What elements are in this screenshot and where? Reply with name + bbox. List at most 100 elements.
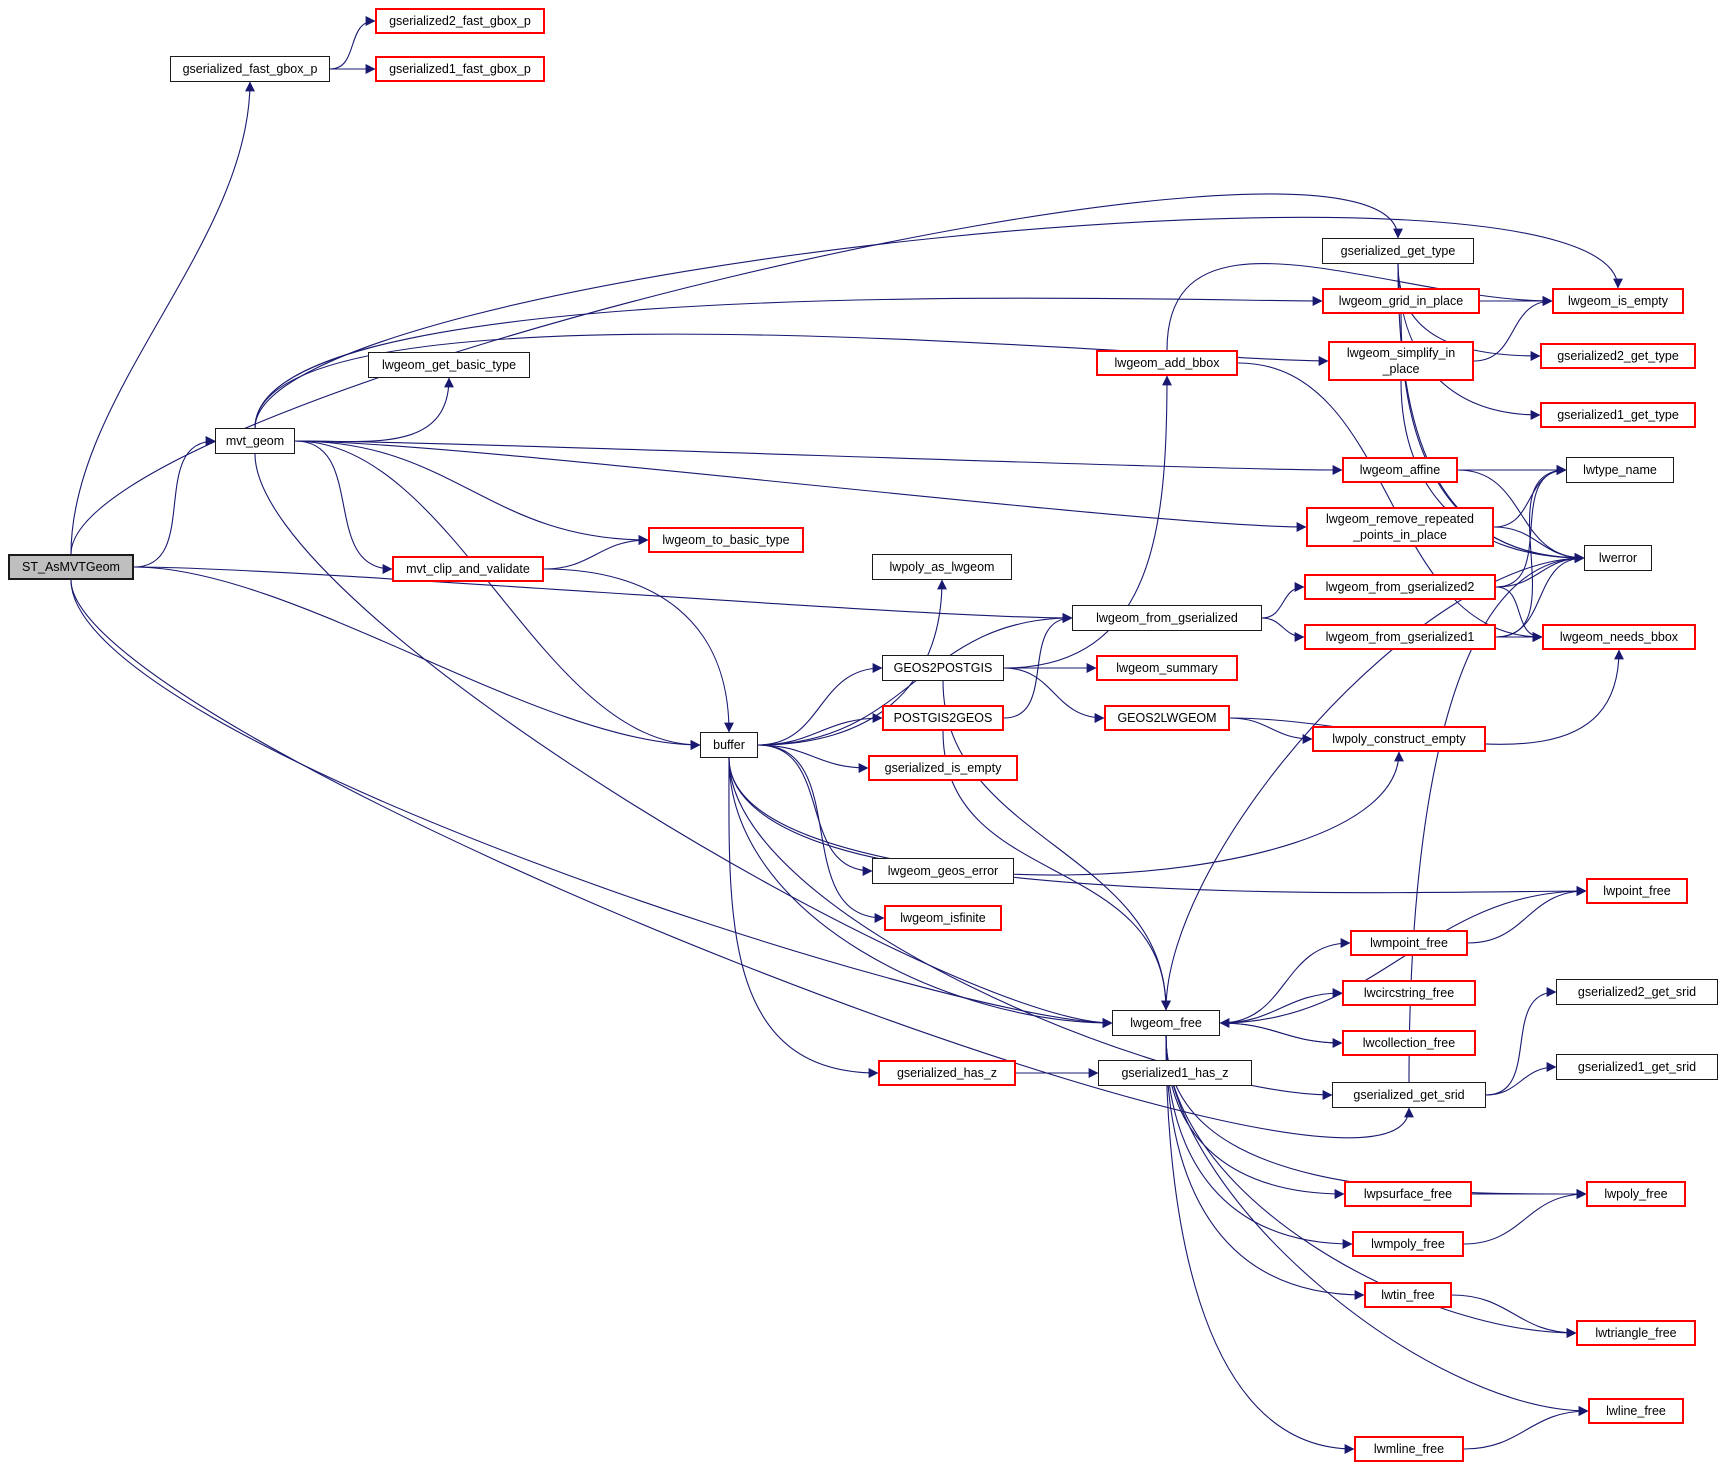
call-edge-buf-p2g xyxy=(757,713,883,746)
call-edge-st-lfree xyxy=(70,579,1113,1028)
graph-node-buffer[interactable]: buffer xyxy=(700,732,758,758)
call-edge-ltinf-ltrif xyxy=(1451,1294,1577,1338)
call-edge-mcv-buf xyxy=(543,568,734,733)
graph-node-lwpoly_construct_empty[interactable]: lwpoly_construct_empty xyxy=(1312,726,1486,752)
call-edge-lfg-lfg1 xyxy=(1261,617,1305,642)
graph-node-lwgeom_from_gserialized[interactable]: lwgeom_from_gserialized xyxy=(1072,605,1262,631)
graph-node-lwline_free[interactable]: lwline_free xyxy=(1588,1398,1684,1424)
graph-node-gserialized_is_empty[interactable]: gserialized_is_empty xyxy=(868,755,1018,781)
call-edge-lfree-lerr xyxy=(1165,553,1585,1011)
call-edge-st-lfg xyxy=(133,566,1073,623)
graph-node-gserialized1_get_type[interactable]: gserialized1_get_type xyxy=(1540,402,1696,428)
call-edge-buf-lal xyxy=(757,579,947,746)
call-edge-mvt-lrrp xyxy=(294,440,1307,532)
graph-node-lwgeom_grid_in_place[interactable]: lwgeom_grid_in_place xyxy=(1322,288,1480,314)
graph-node-lwtin_free[interactable]: lwtin_free xyxy=(1364,1282,1452,1308)
call-edge-buf-lptf xyxy=(728,757,1587,896)
graph-node-gserialized2_get_type[interactable]: gserialized2_get_type xyxy=(1540,343,1696,369)
graph-node-gserialized_get_type[interactable]: gserialized_get_type xyxy=(1322,238,1474,264)
graph-node-lwtriangle_free[interactable]: lwtriangle_free xyxy=(1576,1320,1696,1346)
call-edge-buf-lfg xyxy=(757,613,1073,746)
call-edge-lfree-lptf xyxy=(1219,886,1587,1024)
call-edge-p2g-lfg xyxy=(1003,613,1073,719)
call-edge-lrrp-ltn xyxy=(1493,465,1567,528)
call-edge-gfgp-g2fgp xyxy=(329,16,376,70)
graph-node-lwgeom_add_bbox[interactable]: lwgeom_add_bbox xyxy=(1096,350,1238,376)
call-edge-buf-lfree xyxy=(728,757,1113,1028)
call-edge-mvt-ltbt xyxy=(294,440,649,545)
call-edge-lab-lnb xyxy=(1237,362,1543,642)
call-edge-st-ggs xyxy=(70,579,1414,1139)
graph-node-lwgeom_summary[interactable]: lwgeom_summary xyxy=(1096,655,1238,681)
call-edge-g2p-lab xyxy=(1003,375,1172,669)
call-edge-mvt-lie xyxy=(254,216,1623,429)
graph-node-gserialized_fast_gbox_p[interactable]: gserialized_fast_gbox_p xyxy=(170,56,330,82)
graph-node-mvt_clip_and_validate[interactable]: mvt_clip_and_validate xyxy=(392,556,544,582)
graph-node-lwgeom_needs_bbox[interactable]: lwgeom_needs_bbox xyxy=(1542,624,1696,650)
call-edge-ggt-g1gt xyxy=(1397,263,1541,420)
call-edge-buf-gie xyxy=(757,744,869,773)
graph-node-lwpoly_free[interactable]: lwpoly_free xyxy=(1586,1181,1686,1207)
graph-node-lwgeom_free[interactable]: lwgeom_free xyxy=(1112,1010,1220,1036)
graph-node-lwgeom_from_gserialized2[interactable]: lwgeom_from_gserialized2 xyxy=(1304,574,1496,600)
graph-node-lwpoly_as_lwgeom[interactable]: lwpoly_as_lwgeom xyxy=(872,554,1012,580)
graph-node-lwgeom_isfinite[interactable]: lwgeom_isfinite xyxy=(884,905,1002,931)
call-edge-st-ggt xyxy=(70,193,1403,555)
graph-node-geos2postgis[interactable]: GEOS2POSTGIS xyxy=(882,655,1004,681)
graph-node-gserialized2_fast_gbox_p[interactable]: gserialized2_fast_gbox_p xyxy=(375,8,545,34)
graph-node-lwerror[interactable]: lwerror xyxy=(1584,545,1652,571)
call-edge-lmplf-lplf xyxy=(1463,1189,1587,1245)
call-edge-buf-g2p xyxy=(757,663,883,746)
graph-node-postgis2geos[interactable]: POSTGIS2GEOS xyxy=(882,705,1004,731)
call-edge-g2p-g2l xyxy=(1003,667,1105,723)
call-edge-lab-lie xyxy=(1166,262,1553,351)
graph-node-lwcollection_free[interactable]: lwcollection_free xyxy=(1342,1030,1476,1056)
graph-node-lwmpoly_free[interactable]: lwmpoly_free xyxy=(1352,1231,1464,1257)
graph-node-lwmpoint_free[interactable]: lwmpoint_free xyxy=(1350,930,1468,956)
call-edge-ggs-g1gs xyxy=(1485,1062,1557,1096)
graph-node-gserialized_has_z[interactable]: gserialized_has_z xyxy=(878,1060,1016,1086)
graph-node-st_asmvtgeom: ST_AsMVTGeom xyxy=(8,554,134,580)
graph-node-gserialized1_fast_gbox_p[interactable]: gserialized1_fast_gbox_p xyxy=(375,56,545,82)
call-edge-mvt-lfree xyxy=(254,453,1113,1028)
call-edge-lcolf-lfree xyxy=(1219,1018,1343,1044)
call-edge-mcv-ltbt xyxy=(543,535,649,570)
call-edge-buf-lpce xyxy=(728,751,1404,876)
graph-node-gserialized1_has_z[interactable]: gserialized1_has_z xyxy=(1098,1060,1252,1086)
call-edge-mvt-buf xyxy=(294,440,701,750)
call-edge-st-mvt xyxy=(133,436,216,568)
call-edge-lfree-ltinf xyxy=(1165,1035,1365,1300)
call-edge-lfree-lcsf xyxy=(1219,988,1343,1024)
graph-node-mvt_geom[interactable]: mvt_geom xyxy=(215,428,295,454)
call-edge-lfree-lmpf xyxy=(1219,938,1351,1024)
graph-node-geos2lwgeom[interactable]: GEOS2LWGEOM xyxy=(1104,705,1230,731)
graph-node-lwgeom_simplify_in_place[interactable]: lwgeom_simplify_in _place xyxy=(1328,341,1474,381)
graph-node-gserialized_get_srid[interactable]: gserialized_get_srid xyxy=(1332,1082,1486,1108)
graph-node-gserialized2_get_srid[interactable]: gserialized2_get_srid xyxy=(1556,979,1718,1005)
graph-node-lwgeom_from_gserialized1[interactable]: lwgeom_from_gserialized1 xyxy=(1304,624,1496,650)
graph-node-lwgeom_to_basic_type[interactable]: lwgeom_to_basic_type xyxy=(648,527,804,553)
call-edge-mvt-laff xyxy=(294,440,1343,475)
graph-node-lwtype_name[interactable]: lwtype_name xyxy=(1566,457,1674,483)
call-edge-buf-ghz xyxy=(728,757,879,1078)
graph-node-lwgeom_get_basic_type[interactable]: lwgeom_get_basic_type xyxy=(368,352,530,378)
call-edge-lrrp-lerr xyxy=(1493,526,1585,563)
graph-node-lwgeom_is_empty[interactable]: lwgeom_is_empty xyxy=(1552,288,1684,314)
graph-node-lwmline_free[interactable]: lwmline_free xyxy=(1354,1436,1464,1462)
call-edge-p2g-lfree xyxy=(942,730,1171,1011)
graph-node-lwcircstring_free[interactable]: lwcircstring_free xyxy=(1342,980,1476,1006)
call-edge-lfg2-lerr xyxy=(1495,553,1585,588)
call-edge-mvt-lgbt xyxy=(294,377,454,443)
call-edge-lmlf-llnf xyxy=(1463,1406,1589,1450)
call-edge-g2l-lpce xyxy=(1229,717,1313,744)
graph-node-lwgeom_affine[interactable]: lwgeom_affine xyxy=(1342,457,1458,483)
graph-node-gserialized1_get_srid[interactable]: gserialized1_get_srid xyxy=(1556,1054,1718,1080)
graph-node-lwgeom_remove_repeated_points_in_place[interactable]: lwgeom_remove_repeated _points_in_place xyxy=(1306,507,1494,547)
graph-node-lwpoint_free[interactable]: lwpoint_free xyxy=(1586,878,1688,904)
call-edge-lfg-lfg2 xyxy=(1261,582,1305,619)
call-edge-st-gfgp xyxy=(70,81,255,555)
call-edge-mvt-lgip xyxy=(254,296,1323,429)
call-edge-buf-ggs xyxy=(728,757,1333,1100)
graph-node-lwpsurface_free[interactable]: lwpsurface_free xyxy=(1344,1181,1472,1207)
graph-node-lwgeom_geos_error[interactable]: lwgeom_geos_error xyxy=(872,858,1014,884)
